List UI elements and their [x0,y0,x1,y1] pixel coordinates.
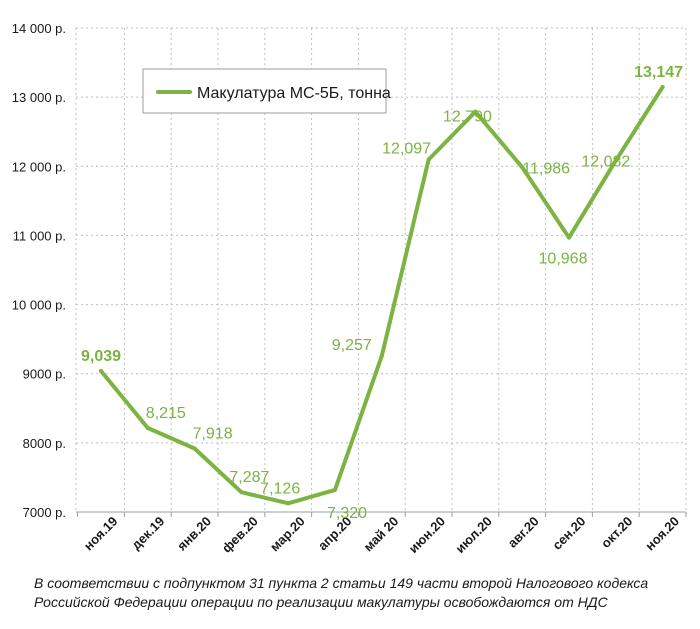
x-tick-label: окт.20 [598,514,635,551]
x-tick-label: июн.20 [406,514,448,556]
data-label: 7,918 [193,426,233,443]
y-axis-ticks: 7000 р. 8000 р. 9000 р. 10 000 р. 11 000 р. 1… [12,21,66,520]
data-point [613,158,618,163]
footnote: В соответствии с подпунктом 31 пункта 2 … [34,575,649,610]
data-label: 12,082 [581,154,630,171]
y-tick-label: 12 000 р. [12,159,66,174]
x-tick-label: янв.20 [174,514,214,554]
series-group [99,84,665,506]
y-tick-label: 13 000 р. [12,90,66,105]
y-tick-label: 11 000 р. [13,228,66,243]
data-point [426,157,431,162]
data-label: 12,097 [382,141,431,158]
legend-box [142,68,387,114]
data-point [567,235,571,240]
data-point [192,446,197,451]
y-tick-label: 9000 р. [23,367,66,382]
data-label: 7,126 [260,480,300,497]
y-tick-label: 10 000 р. [12,298,66,313]
y-tick-label: 7000 р. [23,505,66,520]
y-tick-label: 8000 р. [23,436,66,451]
x-tick-label: ноя.20 [642,514,682,554]
x-tick-label: сен.20 [549,514,588,553]
data-label: 7,320 [327,505,367,522]
data-label: 8,215 [146,405,186,422]
x-tick-label: дек.19 [128,514,167,553]
data-label: 9,039 [81,348,121,365]
x-tick-label: июл.20 [452,514,495,557]
x-tick-label: авг.20 [505,514,542,551]
legend-label: Макулатура МС-5Б, тонна [197,85,391,102]
data-point [145,425,150,430]
data-label: 13,147 [634,64,683,81]
data-label: 9,257 [332,337,372,354]
data-label: 11,986 [522,160,570,177]
x-tick-label: фев.20 [219,514,261,556]
data-point [239,490,244,495]
legend: Макулатура МС-5Б, тонна [142,68,391,114]
data-point [333,487,337,492]
y-tick-label: 14 000 р. [12,21,66,36]
data-point [473,109,478,114]
x-tick-label: мар.20 [267,514,308,555]
data-point [520,165,525,170]
x-axis-ticks: ноя.19 дек.19 янв.20 фев.20 мар.20 апр.20 май … [81,514,682,557]
data-label: 7,287 [229,469,269,486]
data-point [99,369,103,374]
data-label: 12,790 [443,109,492,126]
data-label: 10,968 [539,251,588,268]
data-point [660,84,665,89]
x-tick-label: ноя.19 [81,514,121,554]
data-point [379,353,384,358]
data-point [286,501,291,506]
